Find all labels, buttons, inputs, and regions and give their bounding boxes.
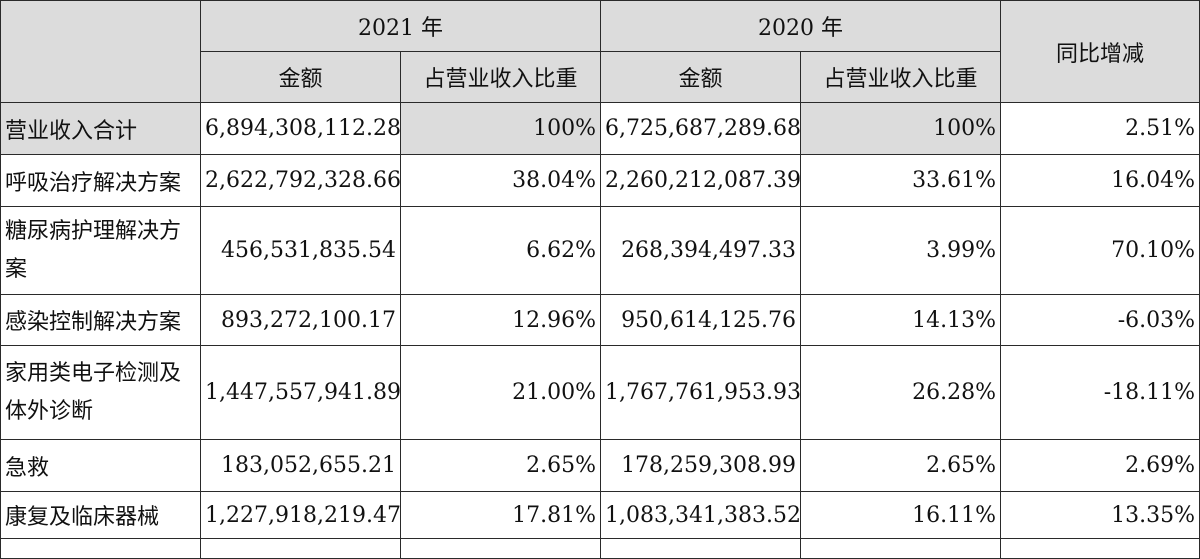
table-row-cutoff [0, 538, 1200, 559]
table-row: 康复及临床器械 1,227,918,219.47 17.81% 1,083,34… [0, 491, 1200, 539]
header-row-years: 2021 年 2020 年 同比增减 [0, 0, 1200, 103]
cutoff-cell [200, 538, 401, 559]
total-amount-2021: 6,894,308,112.28 [200, 102, 401, 155]
row-share-2020: 33.61% [800, 154, 1002, 207]
row-label: 急救 [0, 439, 201, 492]
row-amount-2020: 268,394,497.33 [600, 206, 802, 295]
row-amount-2020: 178,259,308.99 [600, 439, 802, 492]
row-yoy: -6.03% [1000, 294, 1200, 346]
row-share-2021: 12.96% [399, 294, 602, 346]
total-share-2021: 100% [399, 102, 602, 155]
row-yoy: 13.35% [1000, 491, 1200, 539]
row-amount-2021: 1,227,918,219.47 [200, 491, 401, 539]
row-label: 家用类电子检测及体外诊断 [0, 345, 201, 440]
row-amount-2021: 1,447,557,941.89 [200, 345, 401, 440]
row-label: 糖尿病护理解决方案 [0, 206, 201, 295]
cutoff-cell [1000, 538, 1200, 559]
table-row: 急救 183,052,655.21 2.65% 178,259,308.99 2… [0, 439, 1200, 492]
table-row: 家用类电子检测及体外诊断 1,447,557,941.89 21.00% 1,7… [0, 345, 1200, 440]
total-amount-2020: 6,725,687,289.68 [600, 102, 802, 155]
row-yoy: 2.69% [1000, 439, 1200, 492]
row-amount-2020: 950,614,125.76 [600, 294, 802, 346]
row-share-2020: 14.13% [800, 294, 1002, 346]
row-share-2021: 17.81% [399, 491, 602, 539]
row-label: 感染控制解决方案 [0, 294, 201, 346]
header-amount-2021: 金额 [200, 51, 401, 103]
row-amount-2020: 2,260,212,087.39 [600, 154, 802, 207]
row-label: 呼吸治疗解决方案 [0, 154, 201, 207]
table-row: 糖尿病护理解决方案 456,531,835.54 6.62% 268,394,4… [0, 206, 1200, 295]
header-year-2020: 2020 年 [600, 0, 1002, 52]
header-share-2021: 占营业收入比重 [399, 51, 602, 103]
header-yoy: 同比增减 [1000, 0, 1200, 103]
total-label: 营业收入合计 [0, 102, 201, 155]
cutoff-cell [399, 538, 602, 559]
header-corner-cell [0, 0, 201, 103]
row-label: 康复及临床器械 [0, 491, 201, 539]
row-amount-2021: 456,531,835.54 [200, 206, 401, 295]
row-share-2020: 16.11% [800, 491, 1002, 539]
cutoff-cell [0, 538, 201, 559]
row-amount-2020: 1,767,761,953.93 [600, 345, 802, 440]
header-row-columns: 金额 占营业收入比重 金额 占营业收入比重 [1, 51, 1200, 103]
row-yoy: -18.11% [1000, 345, 1200, 440]
row-yoy: 16.04% [1000, 154, 1200, 207]
row-amount-2021: 893,272,100.17 [200, 294, 401, 346]
row-share-2021: 38.04% [399, 154, 602, 207]
row-share-2021: 21.00% [399, 345, 602, 440]
total-share-2020: 100% [800, 102, 1002, 155]
table-row: 感染控制解决方案 893,272,100.17 12.96% 950,614,1… [0, 294, 1200, 346]
row-share-2020: 3.99% [800, 206, 1002, 295]
row-amount-2021: 183,052,655.21 [200, 439, 401, 492]
row-share-2021: 2.65% [399, 439, 602, 492]
row-share-2020: 2.65% [800, 439, 1002, 492]
header-share-2020: 占营业收入比重 [800, 51, 1002, 103]
total-yoy: 2.51% [1000, 102, 1200, 155]
header-year-2021: 2021 年 [199, 0, 602, 52]
row-amount-2021: 2,622,792,328.66 [200, 154, 401, 207]
cutoff-cell [600, 538, 802, 559]
header-amount-2020: 金额 [600, 51, 802, 103]
row-yoy: 70.10% [1000, 206, 1200, 295]
row-amount-2020: 1,083,341,383.52 [600, 491, 802, 539]
row-share-2021: 6.62% [399, 206, 602, 295]
table-row-total: 营业收入合计 6,894,308,112.28 100% 6,725,687,2… [0, 102, 1200, 155]
table-row: 呼吸治疗解决方案 2,622,792,328.66 38.04% 2,260,2… [0, 154, 1200, 207]
cutoff-cell [800, 538, 1002, 559]
row-share-2020: 26.28% [800, 345, 1002, 440]
